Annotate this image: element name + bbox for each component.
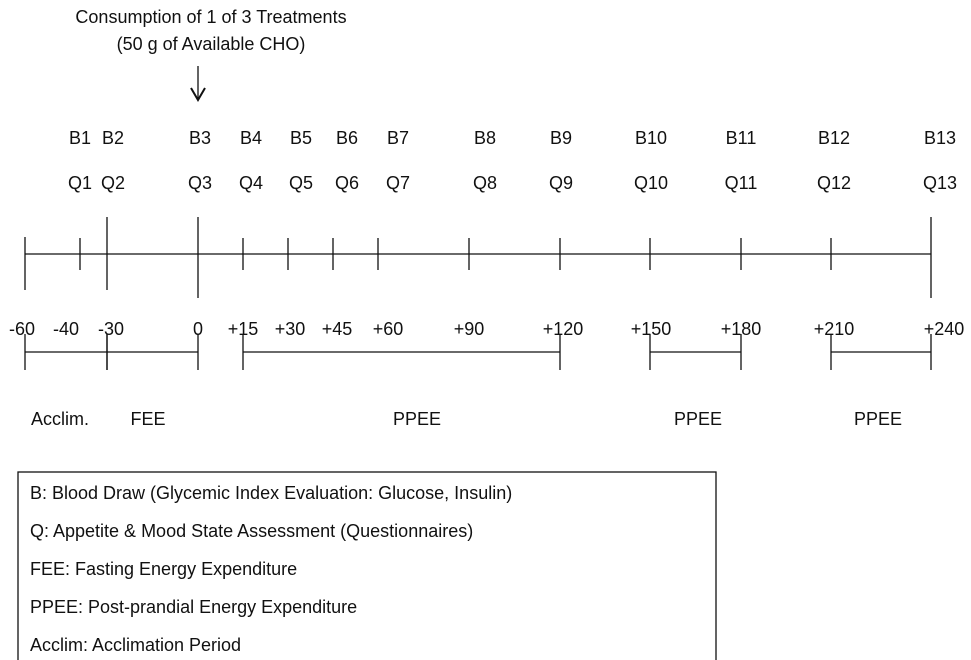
time-label: 0 (193, 319, 203, 339)
blood-draw-label: B5 (290, 128, 312, 148)
time-label: -30 (98, 319, 124, 339)
questionnaire-label: Q6 (335, 173, 359, 193)
header-line: (50 g of Available CHO) (117, 34, 306, 54)
arrow-head (190, 87, 206, 102)
questionnaire-label: Q4 (239, 173, 263, 193)
questionnaire-label: Q12 (817, 173, 851, 193)
time-label: -60 (9, 319, 35, 339)
questionnaire-label: Q9 (549, 173, 573, 193)
questionnaire-label: Q13 (923, 173, 957, 193)
questionnaire-label: Q5 (289, 173, 313, 193)
legend-box (17, 471, 717, 660)
blood-draw-label: B13 (924, 128, 956, 148)
questionnaire-label: Q2 (101, 173, 125, 193)
time-label: +240 (924, 319, 965, 339)
time-label: +45 (322, 319, 353, 339)
time-label: -40 (53, 319, 79, 339)
blood-draw-label: B3 (189, 128, 211, 148)
legend-entry: B: Blood Draw (Glycemic Index Evaluation… (30, 483, 512, 503)
time-label: +30 (275, 319, 306, 339)
questionnaire-label: Q3 (188, 173, 212, 193)
time-label: +90 (454, 319, 485, 339)
legend-entry: PPEE: Post-prandial Energy Expenditure (30, 597, 357, 617)
blood-draw-label: B7 (387, 128, 409, 148)
time-label: +210 (814, 319, 855, 339)
time-label: +150 (631, 319, 672, 339)
period-label: PPEE (854, 409, 902, 429)
header-line: Consumption of 1 of 3 Treatments (75, 7, 346, 27)
questionnaire-label: Q10 (634, 173, 668, 193)
blood-draw-label: B6 (336, 128, 358, 148)
questionnaire-label: Q7 (386, 173, 410, 193)
legend-entry: Q: Appetite & Mood State Assessment (Que… (30, 521, 473, 541)
period-label: Acclim. (31, 409, 89, 429)
blood-draw-label: B1 (69, 128, 91, 148)
blood-draw-label: B4 (240, 128, 262, 148)
time-label: +120 (543, 319, 584, 339)
legend-entry: Acclim: Acclimation Period (30, 635, 241, 655)
time-label: +15 (228, 319, 259, 339)
period-label: PPEE (674, 409, 722, 429)
questionnaire-label: Q11 (725, 173, 758, 193)
legend-entry: FEE: Fasting Energy Expenditure (30, 559, 297, 579)
questionnaire-label: Q1 (68, 173, 92, 193)
blood-draw-label: B2 (102, 128, 124, 148)
period-label: FEE (130, 409, 165, 429)
period-label: PPEE (393, 409, 441, 429)
blood-draw-label: B11 (726, 128, 757, 148)
blood-draw-label: B10 (635, 128, 667, 148)
blood-draw-label: B12 (818, 128, 850, 148)
blood-draw-label: B8 (474, 128, 496, 148)
blood-draw-label: B9 (550, 128, 572, 148)
time-label: +180 (721, 319, 762, 339)
questionnaire-label: Q8 (473, 173, 497, 193)
time-label: +60 (373, 319, 404, 339)
